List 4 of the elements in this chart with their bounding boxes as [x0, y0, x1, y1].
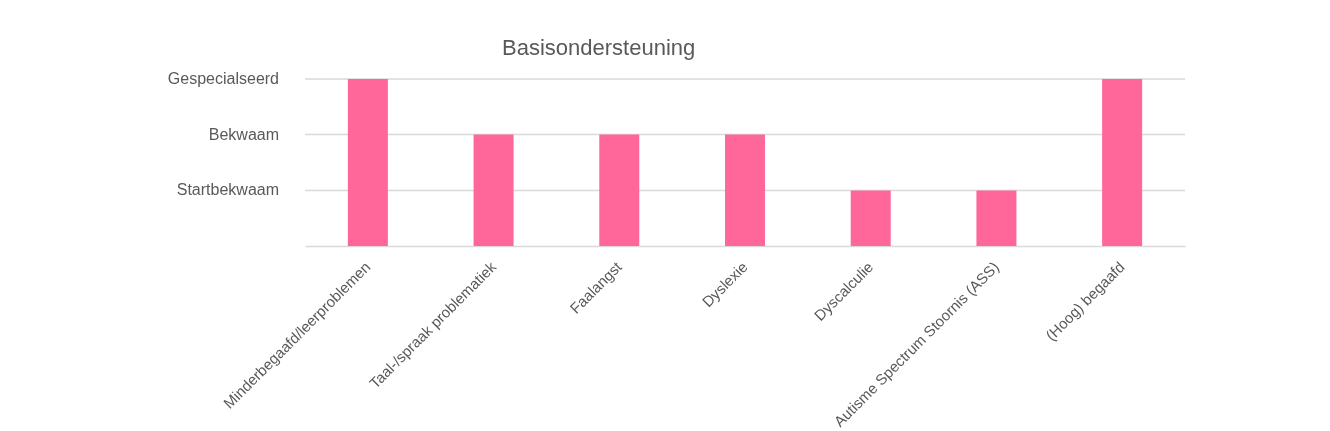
- chart-title: Basisondersteuning: [502, 35, 696, 60]
- ref-line-label: Startbekwaam: [176, 181, 279, 199]
- ref-line-label: Bekwaam: [208, 125, 279, 143]
- ref-line-label: Gespecialseerd: [167, 70, 279, 87]
